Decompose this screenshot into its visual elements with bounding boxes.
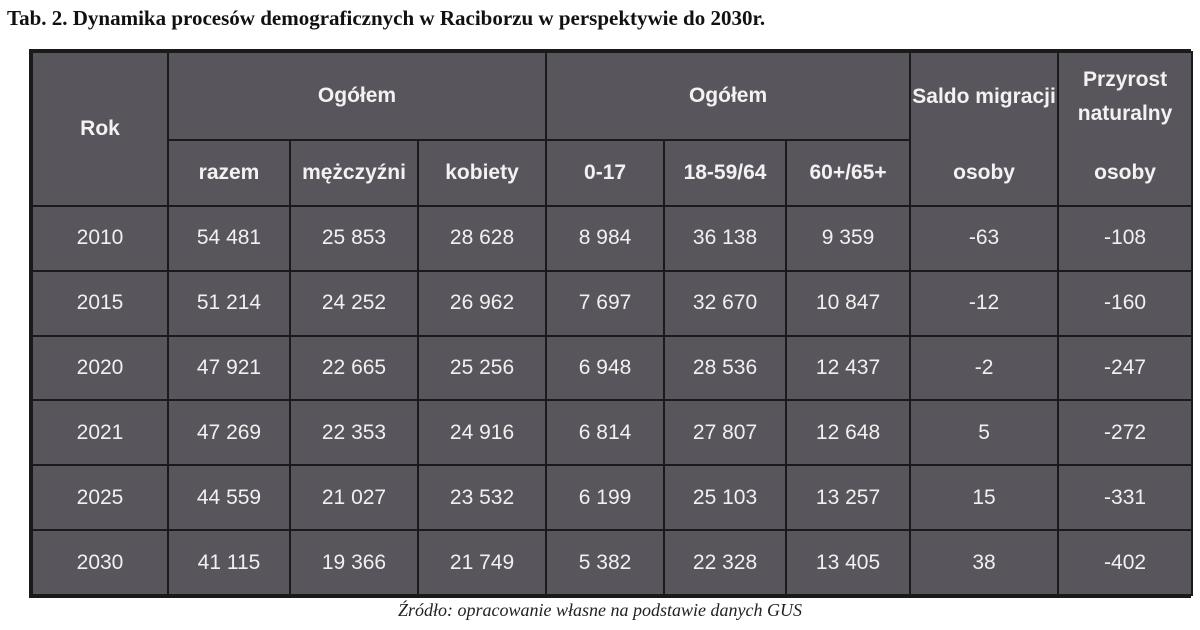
header-przyrost-naturalny: Przyrost naturalny — [1057, 51, 1194, 140]
cell-age-0-17: 8 984 — [545, 205, 666, 272]
cell-age-18-59-64: 25 103 — [663, 464, 788, 532]
cell-razem: 54 481 — [167, 205, 291, 272]
cell-year: 2025 — [31, 464, 169, 532]
header-przyrost-unit: osoby — [1057, 140, 1194, 207]
cell-przyrost: -402 — [1057, 529, 1194, 596]
cell-razem: 44 559 — [167, 464, 291, 532]
cell-mezczyzni: 22 665 — [289, 334, 419, 402]
cell-year: 2020 — [31, 334, 169, 402]
cell-age-0-17: 6 948 — [545, 334, 666, 402]
header-age-18-59-64: 18-59/64 — [663, 139, 788, 207]
header-group-ogolem-1: Ogółem — [166, 51, 548, 141]
cell-age-60-65: 12 437 — [785, 334, 912, 402]
cell-saldo: 15 — [909, 464, 1060, 532]
cell-kobiety: 21 749 — [416, 529, 548, 596]
cell-age-60-65: 13 257 — [785, 464, 912, 532]
table-row: 2015 51 214 24 252 26 962 7 697 32 670 1… — [31, 269, 1194, 337]
cell-saldo: -63 — [909, 205, 1060, 272]
cell-age-0-17: 5 382 — [545, 529, 666, 596]
cell-age-0-17: 6 814 — [545, 399, 666, 467]
cell-razem: 47 269 — [167, 399, 291, 467]
cell-mezczyzni: 21 027 — [289, 464, 419, 532]
header-saldo-migracji: Saldo migracji — [909, 51, 1060, 140]
cell-kobiety: 26 962 — [416, 269, 548, 337]
cell-age-60-65: 10 847 — [785, 269, 912, 337]
cell-przyrost: -108 — [1057, 205, 1194, 272]
header-age-0-17: 0-17 — [545, 139, 666, 207]
table-row: 2020 47 921 22 665 25 256 6 948 28 536 1… — [31, 334, 1194, 402]
table-caption: Tab. 2. Dynamika procesów demograficznyc… — [7, 6, 766, 30]
cell-year: 2021 — [31, 399, 169, 467]
cell-mezczyzni: 24 252 — [289, 269, 419, 337]
header-age-60-65: 60+/65+ — [785, 139, 912, 207]
cell-age-18-59-64: 28 536 — [663, 334, 788, 402]
cell-mezczyzni: 25 853 — [289, 205, 419, 272]
demographics-table: Rok Ogółem Ogółem Saldo migracji Przyros… — [29, 49, 1194, 598]
table-row: 2025 44 559 21 027 23 532 6 199 25 103 1… — [31, 464, 1194, 532]
cell-razem: 47 921 — [167, 334, 291, 402]
cell-przyrost: -247 — [1057, 334, 1194, 402]
cell-mezczyzni: 19 366 — [289, 529, 419, 596]
cell-mezczyzni: 22 353 — [289, 399, 419, 467]
cell-year: 2010 — [31, 205, 169, 272]
table-row: 2030 41 115 19 366 21 749 5 382 22 328 1… — [31, 529, 1194, 596]
cell-kobiety: 28 628 — [416, 205, 548, 272]
cell-age-60-65: 13 405 — [785, 529, 912, 596]
cell-kobiety: 24 916 — [416, 399, 548, 467]
header-saldo-unit: osoby — [909, 140, 1060, 207]
source-note: Źródło: opracowanie własne na podstawie … — [398, 600, 802, 620]
cell-saldo: 38 — [909, 529, 1060, 596]
cell-year: 2015 — [31, 269, 169, 337]
cell-age-0-17: 6 199 — [545, 464, 666, 532]
cell-age-18-59-64: 36 138 — [663, 205, 788, 272]
cell-age-18-59-64: 22 328 — [663, 529, 788, 596]
cell-saldo: -12 — [909, 269, 1060, 337]
cell-age-18-59-64: 27 807 — [663, 399, 788, 467]
cell-year: 2030 — [31, 529, 169, 596]
cell-razem: 41 115 — [167, 529, 291, 596]
cell-age-60-65: 9 359 — [785, 205, 912, 272]
cell-age-0-17: 7 697 — [545, 269, 666, 337]
header-rok: Rok — [31, 51, 169, 207]
cell-przyrost: -331 — [1057, 464, 1194, 532]
cell-kobiety: 23 532 — [416, 464, 548, 532]
cell-kobiety: 25 256 — [416, 334, 548, 402]
table-row: 2010 54 481 25 853 28 628 8 984 36 138 9… — [31, 205, 1194, 272]
header-mezczyzni: mężczyźni — [289, 139, 419, 207]
cell-przyrost: -272 — [1057, 399, 1194, 467]
header-razem: razem — [167, 139, 291, 207]
cell-saldo: -2 — [909, 334, 1060, 402]
cell-age-18-59-64: 32 670 — [663, 269, 788, 337]
header-group-ogolem-2: Ogółem — [545, 51, 912, 141]
cell-razem: 51 214 — [167, 269, 291, 337]
cell-przyrost: -160 — [1057, 269, 1194, 337]
cell-saldo: 5 — [909, 399, 1060, 467]
header-kobiety: kobiety — [416, 139, 548, 207]
table-row: 2021 47 269 22 353 24 916 6 814 27 807 1… — [31, 399, 1194, 467]
cell-age-60-65: 12 648 — [785, 399, 912, 467]
